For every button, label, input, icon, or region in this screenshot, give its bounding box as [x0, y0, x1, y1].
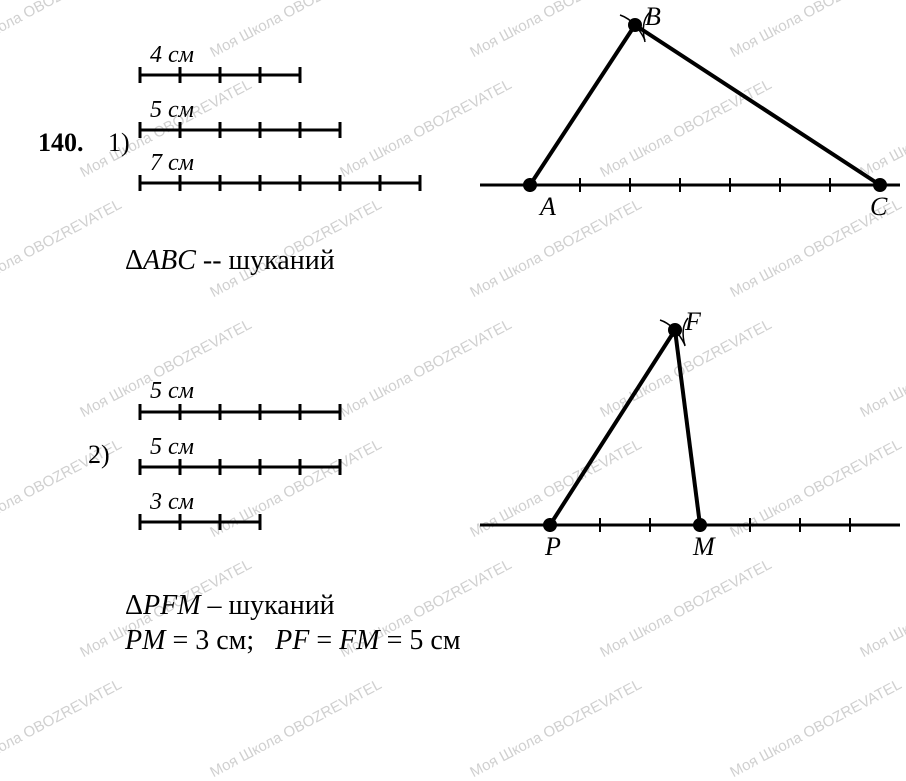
result-pfm: ΔPFM – шуканий	[125, 590, 335, 622]
triangle-abc: A B C	[480, 0, 900, 220]
triangle-pfm: P M F	[480, 300, 900, 560]
problem-number: 140.	[38, 128, 84, 158]
vertex-B: B	[645, 2, 661, 31]
vertex-C: C	[870, 192, 888, 220]
result-abc: ΔABC -- шуканий	[125, 245, 335, 277]
vertex-F: F	[684, 307, 702, 336]
vertex-M: M	[692, 532, 716, 560]
part-2-number: 2)	[88, 440, 110, 470]
measurements-pfm: PM = 3 см; PF = FM = 5 см	[125, 625, 461, 657]
vertex-P: P	[544, 532, 561, 560]
segments-part1	[120, 0, 540, 200]
segments-part2	[120, 340, 540, 540]
vertex-A: A	[538, 192, 556, 220]
